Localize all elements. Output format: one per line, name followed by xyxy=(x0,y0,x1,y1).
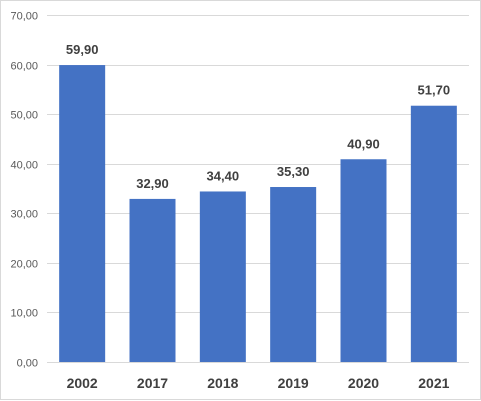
y-tick-label: 40,00 xyxy=(10,160,38,172)
y-tick-label: 0,00 xyxy=(17,358,38,370)
y-tick-label: 20,00 xyxy=(10,259,38,271)
x-tick-label: 2019 xyxy=(278,375,309,391)
x-tick-label: 2002 xyxy=(67,375,98,391)
bar xyxy=(129,198,176,362)
bar xyxy=(199,191,246,362)
y-tick-label: 30,00 xyxy=(10,209,38,221)
data-label: 32,90 xyxy=(136,176,169,191)
data-label: 34,40 xyxy=(207,168,240,183)
x-tick-label: 2021 xyxy=(418,375,449,391)
bar xyxy=(59,65,106,363)
bar xyxy=(410,105,457,363)
data-label: 40,90 xyxy=(347,136,380,151)
data-label: 35,30 xyxy=(277,164,310,179)
y-tick-label: 70,00 xyxy=(10,11,38,23)
data-label: 51,70 xyxy=(418,83,451,98)
data-label: 59,90 xyxy=(66,42,99,57)
y-tick-label: 50,00 xyxy=(10,110,38,122)
bar xyxy=(270,187,317,362)
x-tick-label: 2018 xyxy=(207,375,238,391)
x-tick-label: 2017 xyxy=(137,375,168,391)
y-tick-label: 60,00 xyxy=(10,61,38,73)
x-tick-label: 2020 xyxy=(348,375,379,391)
bar xyxy=(340,159,387,362)
y-tick-label: 10,00 xyxy=(10,308,38,320)
